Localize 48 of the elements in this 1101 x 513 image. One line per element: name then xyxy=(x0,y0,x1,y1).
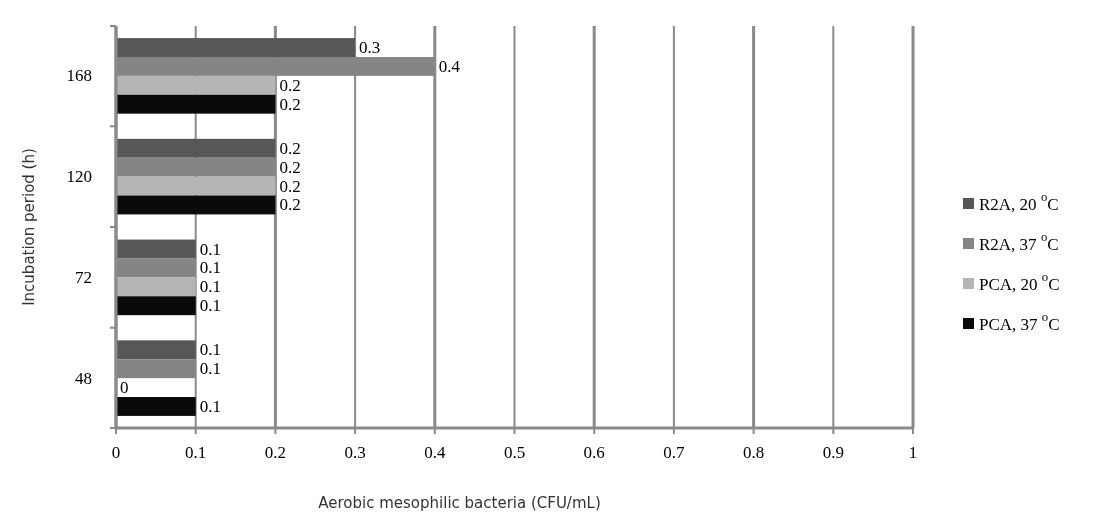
data-label: 0.2 xyxy=(279,176,301,196)
bar xyxy=(116,296,196,316)
bar xyxy=(116,138,276,158)
x-tick-label: 0.9 xyxy=(822,443,844,462)
legend-label: R2A, 37 $^{o}$C xyxy=(979,230,1059,254)
bar xyxy=(116,277,196,297)
data-label: 0.4 xyxy=(438,56,461,76)
data-label: 0.1 xyxy=(199,340,221,360)
bar xyxy=(116,94,276,114)
x-tick-label: 0.3 xyxy=(344,443,366,462)
y-tick-label: 120 xyxy=(66,167,92,187)
x-tick-label: 0.2 xyxy=(264,443,287,462)
y-axis-title: Incubation period (h) xyxy=(20,148,38,306)
bar xyxy=(116,75,276,95)
x-tick-label: 0.4 xyxy=(424,443,446,462)
data-label: 0.1 xyxy=(199,239,221,259)
legend-label: R2A, 20 $^{o}$C xyxy=(979,190,1059,214)
x-tick-label: 0.6 xyxy=(583,443,605,462)
x-tick-label: 1 xyxy=(908,443,918,462)
x-tick-label: 0 xyxy=(111,443,121,462)
data-label: 0.2 xyxy=(279,195,301,215)
x-tick-label: 0.5 xyxy=(503,443,526,462)
legend-label: PCA, 20 $^{o}$C xyxy=(979,270,1060,294)
data-label: 0.1 xyxy=(199,359,221,379)
data-label: 0.1 xyxy=(199,258,221,278)
bar xyxy=(116,239,196,259)
legend-label: PCA, 37 $^{o}$C xyxy=(979,310,1060,334)
x-tick-label: 0.1 xyxy=(185,443,207,462)
x-tick-label: 0.8 xyxy=(742,443,765,462)
data-label: 0.2 xyxy=(279,157,301,177)
bar xyxy=(116,195,276,215)
bar xyxy=(116,340,196,360)
y-tick-label: 48 xyxy=(75,368,92,388)
x-tick-label: 0.7 xyxy=(663,443,686,462)
data-label: 0.1 xyxy=(199,396,221,416)
bar xyxy=(116,176,276,196)
bar xyxy=(116,38,356,57)
data-label: 0.3 xyxy=(359,38,381,58)
y-tick-label: 168 xyxy=(66,66,92,86)
y-tick-label: 72 xyxy=(75,267,92,287)
bar xyxy=(116,397,196,416)
x-axis-title: Aerobic mesophilic bacteria (CFU/mL) xyxy=(318,494,601,512)
data-label: 0.2 xyxy=(279,94,301,114)
data-label: 0.2 xyxy=(279,75,301,95)
data-label: 0.1 xyxy=(199,296,221,316)
data-label: 0.2 xyxy=(279,138,301,158)
data-label: 0.1 xyxy=(199,277,221,297)
data-label: 0 xyxy=(120,378,129,398)
